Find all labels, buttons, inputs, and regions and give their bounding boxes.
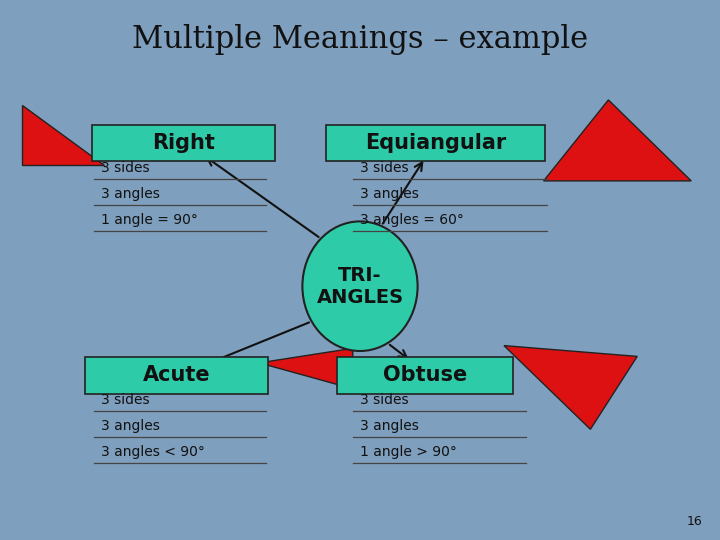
Text: 3 angles: 3 angles [360, 187, 419, 201]
Polygon shape [544, 100, 691, 181]
Text: 1 angle > 90°: 1 angle > 90° [360, 445, 457, 459]
Text: Acute: Acute [143, 365, 210, 386]
FancyBboxPatch shape [85, 357, 268, 394]
Ellipse shape [302, 221, 418, 351]
Polygon shape [22, 105, 104, 165]
Polygon shape [259, 348, 353, 389]
Text: 3 angles = 60°: 3 angles = 60° [360, 213, 464, 227]
Text: 3 angles: 3 angles [101, 419, 160, 433]
Text: 3 sides: 3 sides [360, 161, 409, 175]
Text: 3 sides: 3 sides [101, 393, 150, 407]
Text: 3 angles: 3 angles [360, 419, 419, 433]
Text: 1 angle = 90°: 1 angle = 90° [101, 213, 198, 227]
FancyBboxPatch shape [325, 125, 546, 161]
Text: 3 angles < 90°: 3 angles < 90° [101, 445, 204, 459]
Polygon shape [504, 346, 637, 429]
FancyBboxPatch shape [336, 357, 513, 394]
FancyBboxPatch shape [92, 125, 275, 161]
Text: 3 sides: 3 sides [360, 393, 409, 407]
Text: 16: 16 [686, 515, 702, 528]
Text: Equiangular: Equiangular [365, 133, 506, 153]
Text: 3 sides: 3 sides [101, 161, 150, 175]
Text: Multiple Meanings – example: Multiple Meanings – example [132, 24, 588, 55]
Text: Right: Right [152, 133, 215, 153]
Text: 3 angles: 3 angles [101, 187, 160, 201]
Text: Obtuse: Obtuse [382, 365, 467, 386]
Text: TRI-
ANGLES: TRI- ANGLES [316, 266, 404, 307]
